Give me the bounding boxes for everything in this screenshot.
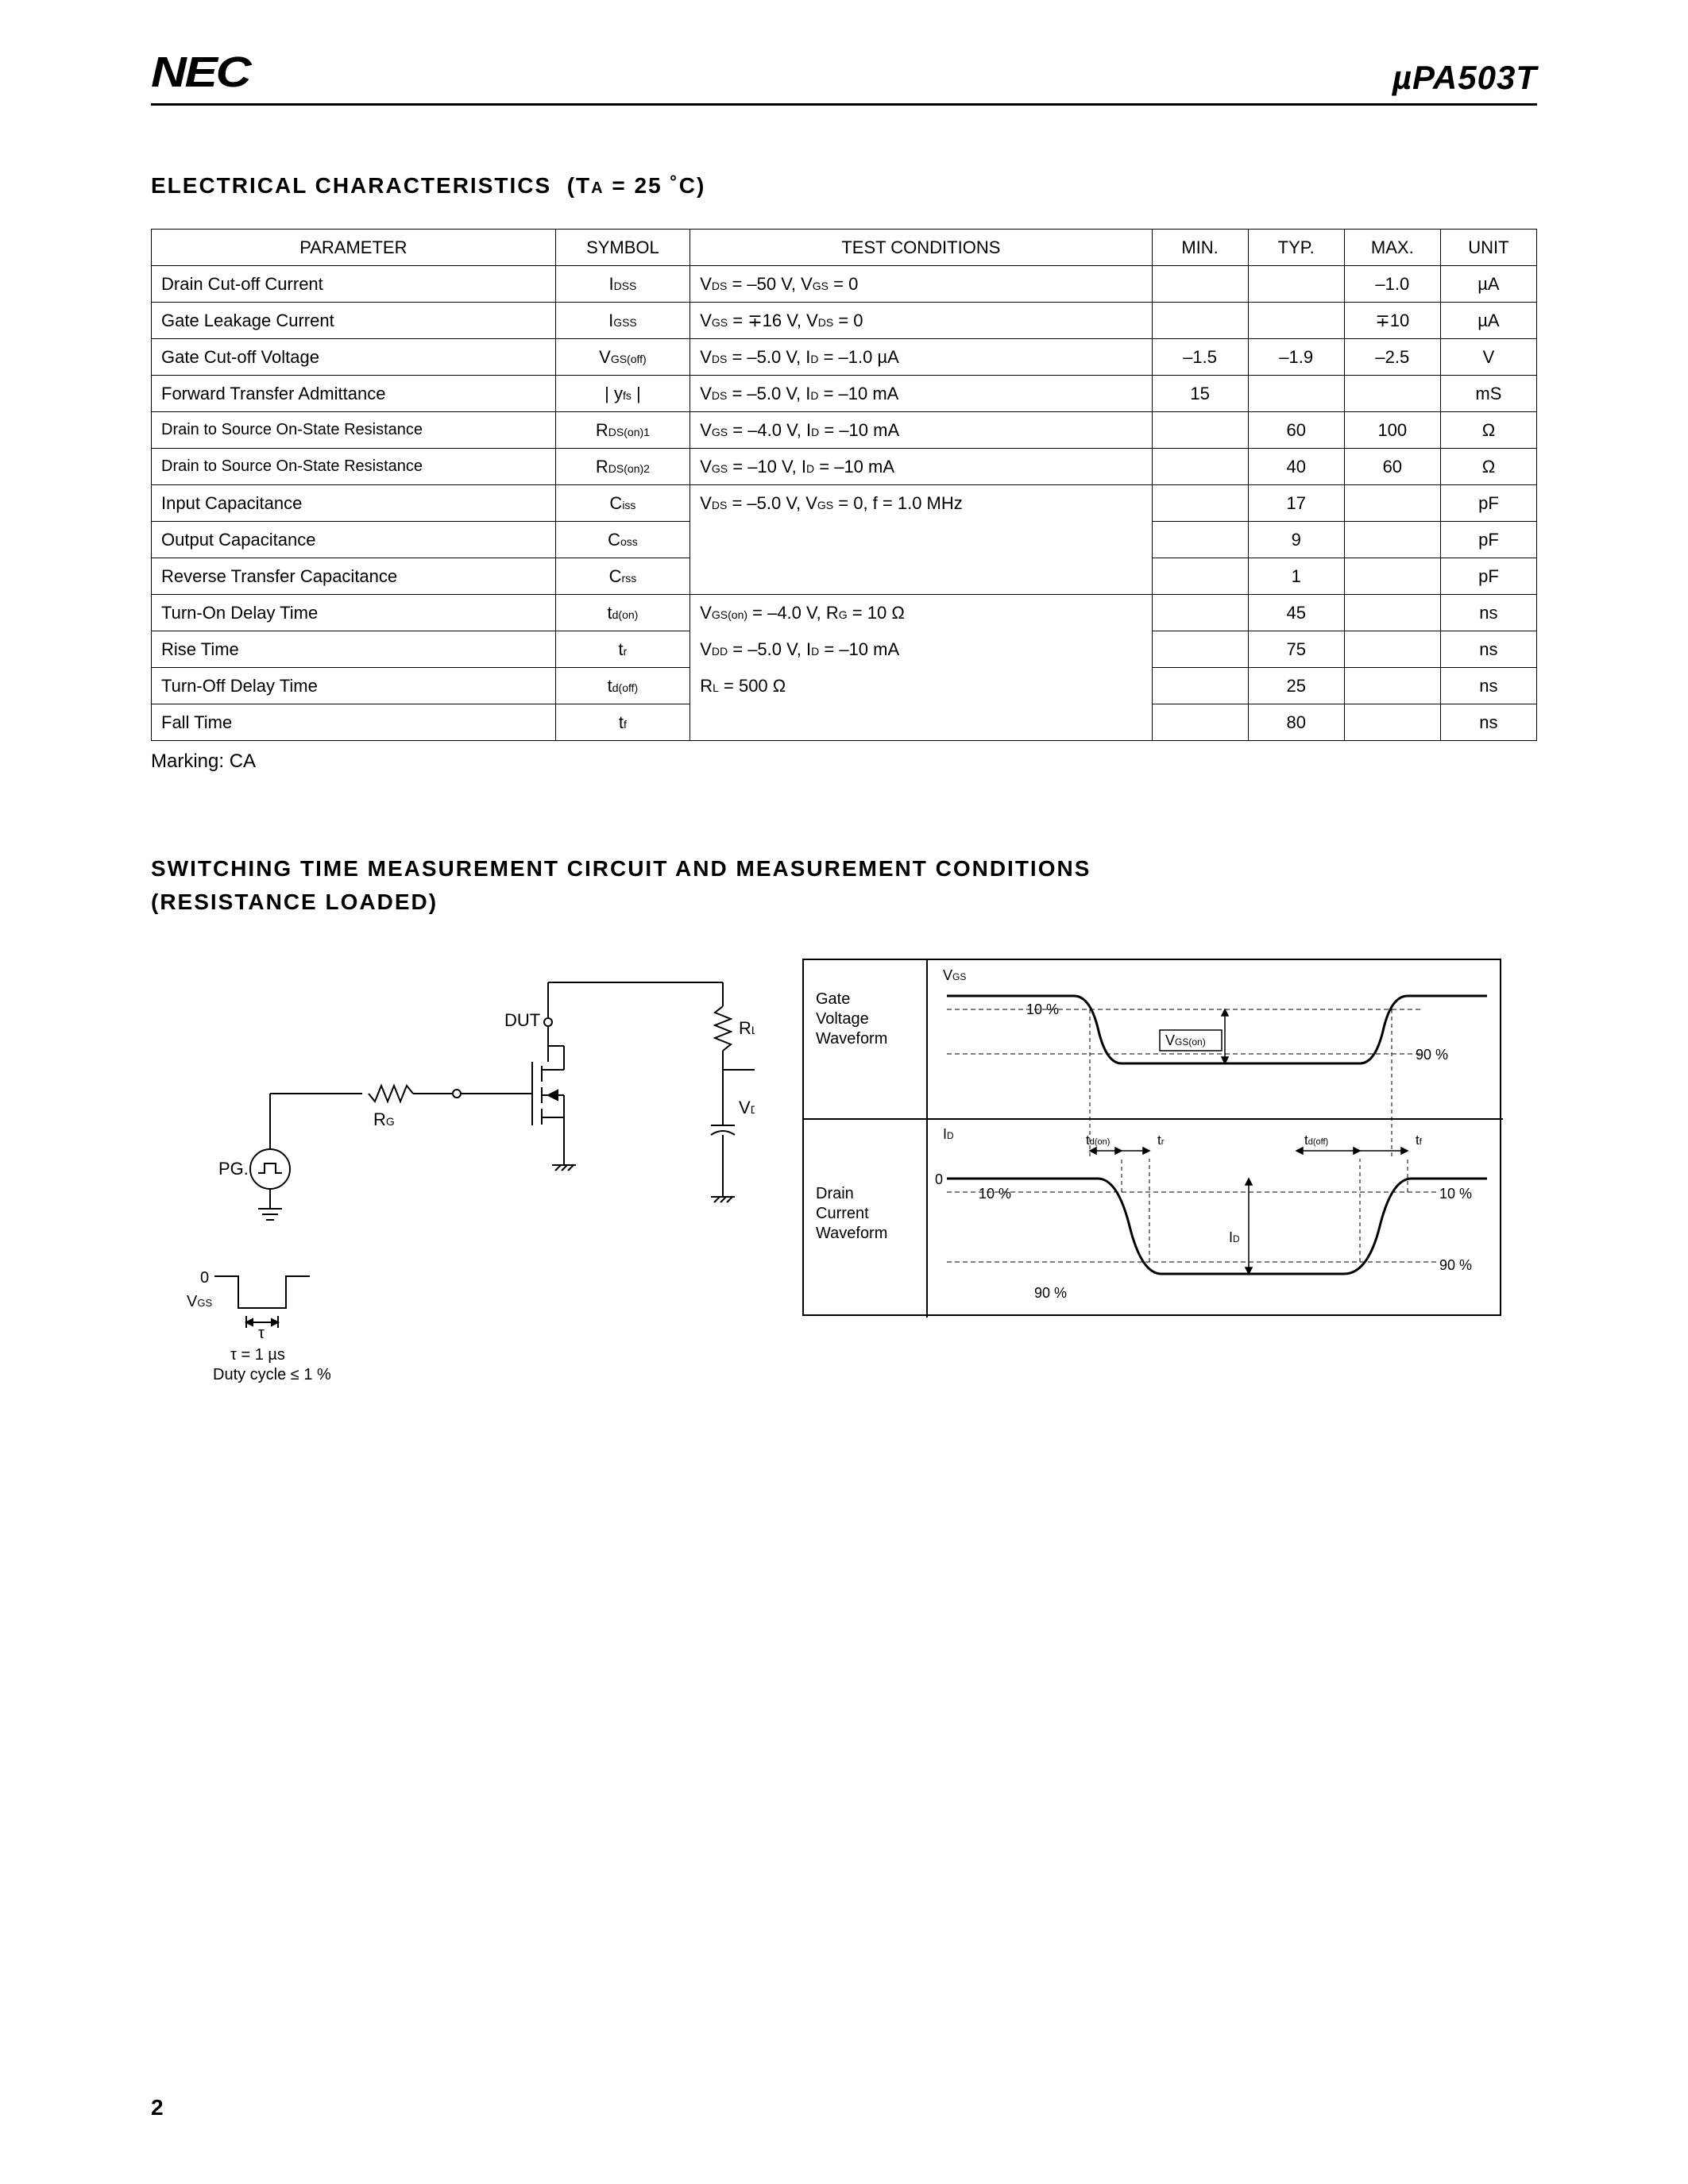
table-row: Gate Leakage CurrentIGSSVGS = ∓16 V, VDS… [152, 303, 1537, 339]
th-unit: UNIT [1440, 230, 1536, 266]
svg-text:Drain: Drain [816, 1185, 854, 1202]
table-row: Gate Cut-off VoltageVGS(off)VDS = –5.0 V… [152, 339, 1537, 376]
svg-text:PG.: PG. [218, 1159, 249, 1179]
page-number: 2 [151, 2095, 164, 2120]
th-parameter: PARAMETER [152, 230, 556, 266]
section-title-switching: SWITCHING TIME MEASUREMENT CIRCUIT AND M… [151, 852, 1537, 919]
svg-text:Current: Current [816, 1205, 869, 1222]
th-symbol: SYMBOL [555, 230, 690, 266]
svg-text:VDD: VDD [739, 1098, 755, 1117]
svg-text:Duty cycle ≤ 1 %: Duty cycle ≤ 1 % [213, 1366, 331, 1383]
svg-text:RL: RL [739, 1018, 755, 1038]
svg-text:ID: ID [1229, 1229, 1240, 1245]
table-row: Fall Timetf80ns [152, 704, 1537, 741]
svg-text:90 %: 90 % [1439, 1257, 1472, 1273]
table-row: Input CapacitanceCissVDS = –5.0 V, VGS =… [152, 485, 1537, 522]
svg-text:VGS: VGS [943, 967, 966, 983]
table-row: Drain Cut-off CurrentIDSSVDS = –50 V, VG… [152, 266, 1537, 303]
table-row: Turn-Off Delay Timetd(off)RL = 500 Ω25ns [152, 668, 1537, 704]
svg-text:tf: tf [1416, 1133, 1423, 1148]
svg-text:ID: ID [943, 1126, 954, 1142]
svg-text:10 %: 10 % [979, 1186, 1011, 1202]
waveform-diagram: 10 % 90 % VGS(on) Gate Voltage Waveform … [802, 959, 1501, 1316]
th-conditions: TEST CONDITIONS [690, 230, 1152, 266]
svg-text:tr: tr [1157, 1133, 1165, 1148]
nec-logo: NEC [151, 48, 249, 97]
table-row: Drain to Source On-State ResistanceRDS(o… [152, 412, 1537, 449]
diagrams-row: DUT RL VDD RG PG. 0 VGS τ τ = 1 µs [151, 959, 1537, 1419]
svg-text:td(on): td(on) [1086, 1133, 1110, 1148]
section-title-electrical: ELECTRICAL CHARACTERISTICS (TA = 25 ˚C) [151, 173, 1537, 199]
marking-text: Marking: CA [151, 751, 1537, 773]
svg-text:0: 0 [200, 1269, 209, 1287]
svg-text:10 %: 10 % [1026, 1001, 1059, 1017]
svg-text:90 %: 90 % [1416, 1047, 1448, 1063]
table-row: Rise TimetrVDD = –5.0 V, ID = –10 mA75ns [152, 631, 1537, 668]
table-row: Output CapacitanceCoss9pF [152, 522, 1537, 558]
svg-text:RG: RG [373, 1109, 395, 1129]
svg-text:τ: τ [258, 1325, 265, 1342]
svg-text:10 %: 10 % [1439, 1186, 1472, 1202]
svg-text:td(off): td(off) [1304, 1133, 1328, 1148]
svg-text:Waveform: Waveform [816, 1225, 887, 1242]
page-header: NEC µPA503T [151, 48, 1537, 106]
svg-text:90 %: 90 % [1034, 1285, 1067, 1301]
table-row: Forward Transfer Admittance| yfs |VDS = … [152, 376, 1537, 412]
svg-text:DUT: DUT [504, 1010, 540, 1030]
svg-text:τ = 1 µs: τ = 1 µs [230, 1346, 285, 1364]
svg-text:Waveform: Waveform [816, 1030, 887, 1048]
circuit-diagram: DUT RL VDD RG PG. 0 VGS τ τ = 1 µs [151, 959, 755, 1419]
svg-text:Voltage: Voltage [816, 1010, 869, 1028]
svg-text:Gate: Gate [816, 990, 850, 1008]
svg-text:VGS: VGS [187, 1293, 212, 1310]
th-typ: TYP. [1248, 230, 1344, 266]
table-row: Drain to Source On-State ResistanceRDS(o… [152, 449, 1537, 485]
svg-text:0: 0 [935, 1171, 943, 1187]
th-max: MAX. [1344, 230, 1440, 266]
spec-table: PARAMETER SYMBOL TEST CONDITIONS MIN. TY… [151, 229, 1537, 741]
table-row: Reverse Transfer CapacitanceCrss1pF [152, 558, 1537, 595]
table-row: Turn-On Delay Timetd(on)VGS(on) = –4.0 V… [152, 595, 1537, 631]
th-min: MIN. [1152, 230, 1248, 266]
table-header-row: PARAMETER SYMBOL TEST CONDITIONS MIN. TY… [152, 230, 1537, 266]
part-number: µPA503T [1393, 59, 1537, 97]
